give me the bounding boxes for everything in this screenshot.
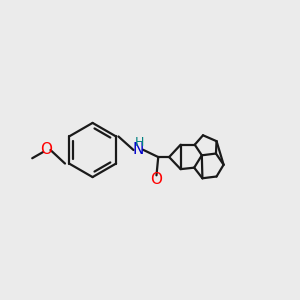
Text: O: O [40,142,52,158]
Text: O: O [150,172,162,187]
Text: N: N [133,142,144,158]
Text: H: H [134,136,144,148]
